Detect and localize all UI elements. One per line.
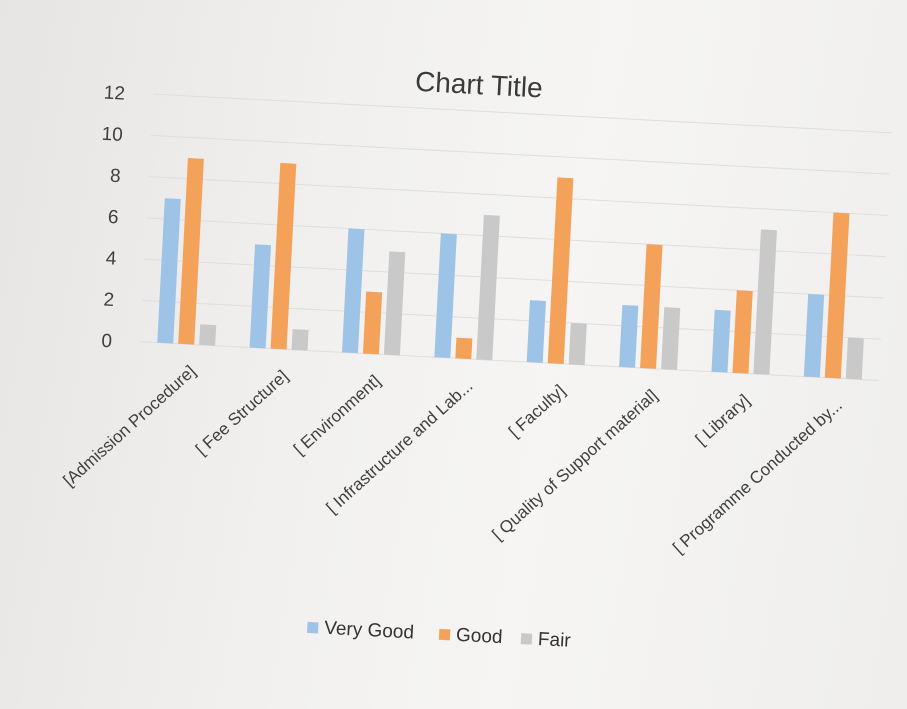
x-axis-tick-labels: [Admission Procedure][ Fee Structure][ E… bbox=[60, 362, 846, 558]
legend-label: Fair bbox=[537, 629, 571, 652]
y-tick-label: 6 bbox=[107, 207, 119, 229]
bar-fair bbox=[291, 329, 309, 351]
x-tick-label: [ Quality of Support material] bbox=[488, 386, 661, 544]
bar-fair bbox=[845, 337, 864, 380]
y-tick-label: 4 bbox=[105, 248, 117, 270]
legend-swatch-very-good bbox=[306, 621, 319, 634]
bar-fair bbox=[199, 324, 217, 346]
legend-swatch-fair bbox=[520, 633, 533, 645]
bar-series bbox=[157, 158, 864, 380]
x-tick-label: [ Library] bbox=[692, 391, 754, 449]
chart-title: Chart Title bbox=[414, 66, 543, 104]
legend: Very Good Good Fair bbox=[306, 618, 572, 652]
legend-label: Very Good bbox=[324, 618, 415, 644]
bar-very-good bbox=[249, 244, 271, 349]
y-tick-label: 2 bbox=[103, 289, 115, 311]
bar-very-good bbox=[619, 304, 639, 368]
x-tick-label: [Admission Procedure] bbox=[60, 362, 200, 491]
bar-fair bbox=[476, 214, 500, 361]
gridline bbox=[148, 176, 888, 216]
bar-very-good bbox=[434, 233, 457, 359]
bar-good bbox=[178, 158, 204, 345]
x-tick-label: [ Environment] bbox=[290, 371, 384, 458]
gridline bbox=[150, 134, 890, 175]
y-tick-label: 8 bbox=[110, 166, 122, 188]
bar-very-good bbox=[526, 300, 546, 363]
y-tick-label: 12 bbox=[103, 83, 125, 105]
legend-label: Good bbox=[456, 625, 504, 648]
bar-very-good bbox=[803, 294, 825, 378]
y-tick-label: 0 bbox=[101, 331, 113, 353]
bar-fair bbox=[661, 307, 681, 370]
bar-very-good bbox=[711, 309, 731, 373]
y-axis-tick-labels: 0 2 4 6 8 10 12 bbox=[101, 83, 126, 353]
gridline bbox=[152, 93, 892, 134]
bar-fair bbox=[753, 229, 777, 375]
bar-fair bbox=[383, 251, 406, 356]
bar-good bbox=[640, 244, 663, 369]
x-tick-label: [ Faculty] bbox=[505, 381, 569, 441]
x-tick-label: [ Programme Conducted by... bbox=[669, 396, 846, 558]
legend-swatch-good bbox=[438, 628, 451, 641]
bar-good bbox=[732, 290, 753, 374]
bar-fair bbox=[568, 322, 587, 366]
x-tick-label: [ Fee Structure] bbox=[192, 366, 292, 459]
bar-good bbox=[547, 177, 574, 364]
bar-good bbox=[824, 212, 850, 379]
bar-good bbox=[362, 291, 383, 355]
bar-good bbox=[270, 162, 297, 350]
bar-very-good bbox=[157, 198, 181, 344]
bar-very-good bbox=[341, 228, 365, 354]
bar-good bbox=[455, 337, 473, 360]
y-tick-label: 10 bbox=[101, 124, 123, 146]
